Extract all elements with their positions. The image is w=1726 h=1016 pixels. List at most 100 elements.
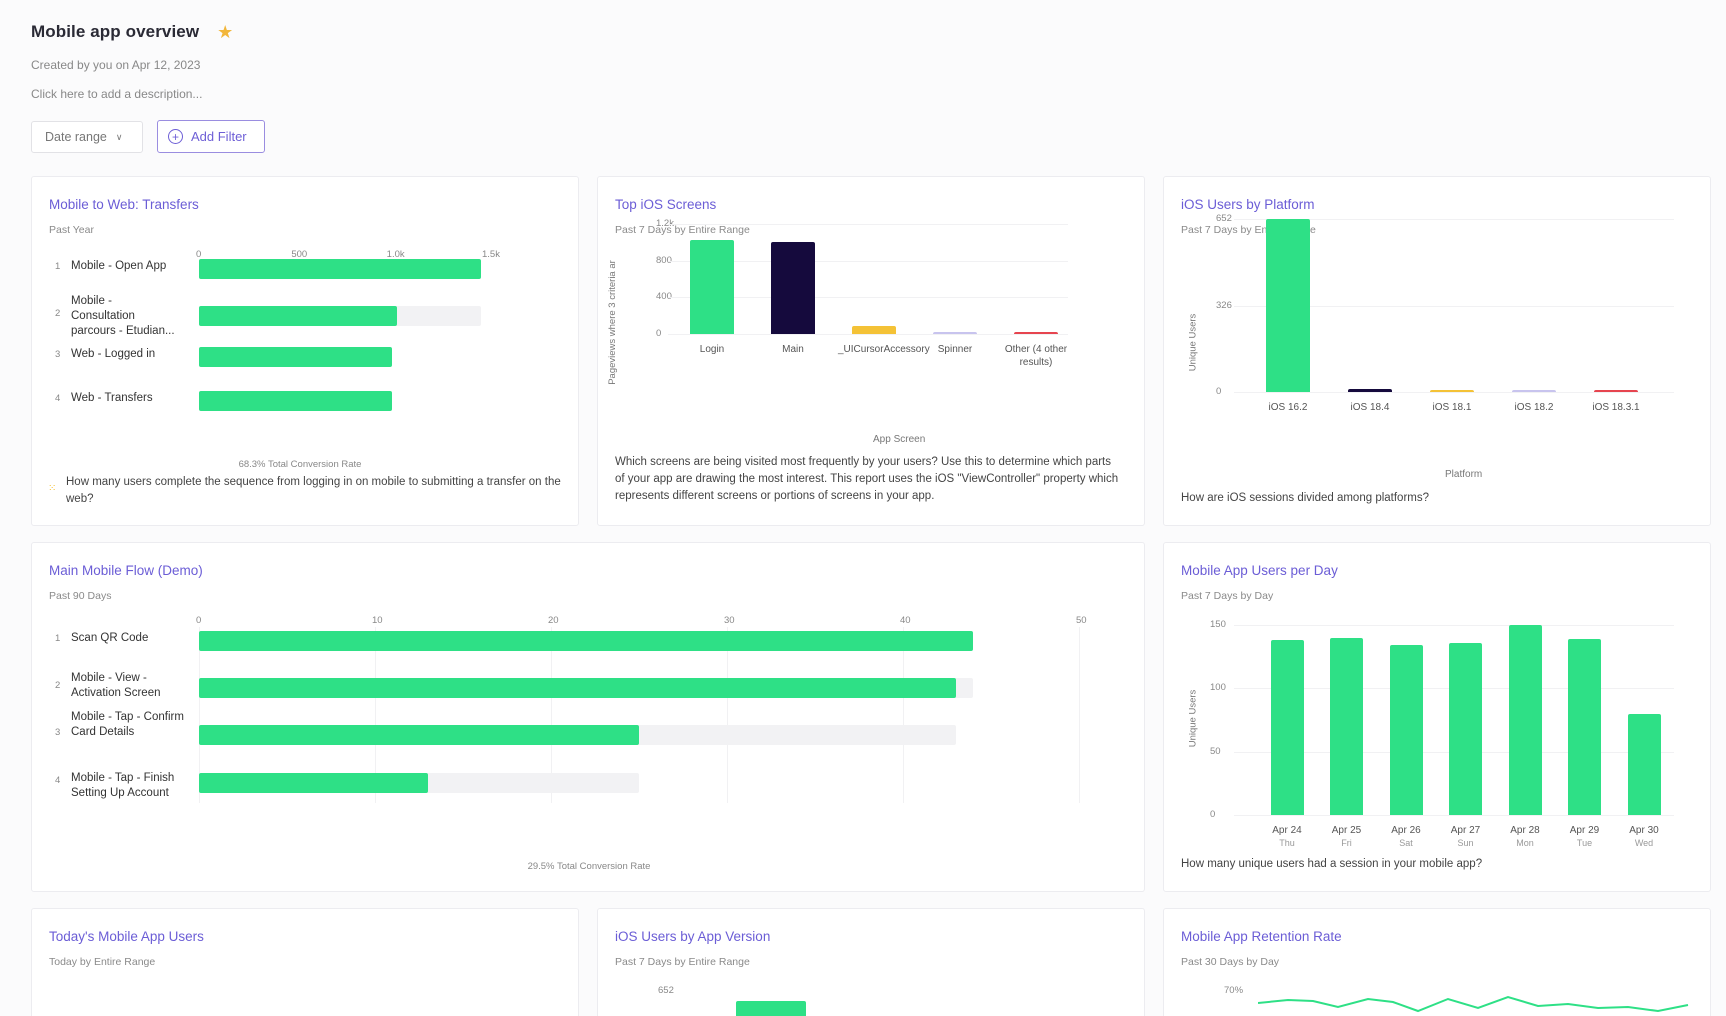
x-tick-sublabel: Thu [1279,838,1295,848]
funnel-bar[interactable] [199,725,639,745]
bar[interactable] [1389,645,1423,815]
card-title[interactable]: iOS Users by Platform [1181,197,1315,212]
bar[interactable] [1430,390,1474,392]
bar[interactable] [1330,637,1363,815]
card-title[interactable]: Top iOS Screens [615,197,717,212]
gridline [1234,305,1674,307]
gridline [1079,627,1080,803]
x-tick-label: 20 [548,615,559,626]
chevron-down-icon: ∨ [115,131,123,142]
x-tick-label: iOS 18.2 [1514,402,1554,413]
bar[interactable] [1014,331,1058,334]
card-title[interactable]: Mobile App Users per Day [1181,563,1338,578]
y-tick-label: 0 [1216,386,1222,397]
funnel-bar[interactable] [199,259,482,279]
page-header: Mobile app overview ★ [31,22,233,42]
add-filter-button[interactable]: + Add Filter [157,120,265,153]
star-icon[interactable]: ★ [217,22,234,42]
bar[interactable] [1348,389,1392,392]
bar[interactable] [1594,390,1638,392]
retention-line [1258,995,1689,1013]
step-number: 1 [55,261,61,272]
gridline [199,627,200,803]
gridline [668,297,1068,299]
card-title[interactable]: Mobile to Web: Transfers [49,197,199,212]
card-title[interactable]: Main Mobile Flow (Demo) [49,563,203,578]
gridline [668,224,1068,225]
y-tick-label: 652 [1216,213,1232,224]
step-number: 2 [55,680,61,691]
bar[interactable] [1449,642,1482,815]
y-tick-label: 0 [656,328,662,339]
step-number: 3 [55,727,61,738]
funnel-bar[interactable] [199,773,428,793]
card-mobile-app-users-per-day: Mobile App Users per Day Past 7 Days by … [1163,542,1711,892]
gridline [727,627,728,803]
card-title[interactable]: Mobile App Retention Rate [1181,929,1342,944]
x-tick-label: Apr 26 [1391,825,1421,836]
x-tick-label: Other (4 other results) [1004,344,1068,368]
card-ios-users-by-platform: iOS Users by Platform Past 7 Days by Ent… [1163,176,1711,526]
card-subtitle: Past 90 Days [49,590,112,602]
funnel-bar[interactable] [199,678,956,698]
y-tick-label: 0 [1210,809,1216,820]
page-title: Mobile app overview [31,22,200,41]
x-tick-sublabel: Tue [1576,838,1593,848]
x-tick-sublabel: Mon [1516,838,1534,848]
x-tick-label: iOS 18.3.1 [1592,402,1640,413]
add-description-link[interactable]: Click here to add a description... [31,87,203,101]
conversion-rate: 68.3% Total Conversion Rate [238,459,362,470]
step-label: Mobile - Tap - Confirm Card Details [71,711,184,738]
card-todays-mobile-app-users: Today's Mobile App Users Today by Entire… [31,908,579,1016]
x-tick-label: 40 [900,615,911,626]
date-range-dropdown[interactable]: Date range ∨ [31,121,143,153]
bar[interactable] [852,325,896,334]
bar[interactable] [1627,713,1661,815]
step-label: Scan QR Code [71,632,149,644]
y-axis-title: Pageviews where 3 criteria ar [606,260,618,385]
funnel-bar[interactable] [199,631,974,651]
conversion-rate: 29.5% Total Conversion Rate [527,861,651,872]
y-tick-label: 326 [1216,299,1232,311]
step-number: 4 [55,775,61,786]
card-description: How many users complete the sequence fro… [66,476,561,505]
card-description: How many unique users had a session in y… [1181,858,1483,870]
bar[interactable] [736,1001,806,1016]
x-tick-label: 500 [291,249,308,260]
x-tick-label: Apr 30 [1629,825,1659,836]
card-ios-users-by-app-version: iOS Users by App Version Past 7 Days by … [597,908,1145,1016]
x-tick-label: Apr 24 [1272,825,1302,836]
x-tick-sublabel: Wed [1634,838,1654,848]
x-tick-label: Apr 27 [1450,825,1481,836]
card-title[interactable]: iOS Users by App Version [615,929,771,944]
card-subtitle: Past 7 Days by Day [1181,590,1274,602]
x-tick-label: iOS 16.2 [1268,402,1308,413]
step-number: 3 [55,349,61,360]
step-number: 2 [55,308,61,319]
bar[interactable] [1568,638,1601,815]
bar[interactable] [690,239,734,334]
bar[interactable] [933,332,977,334]
card-subtitle: Today by Entire Range [49,956,156,968]
funnel-bar[interactable] [199,391,392,411]
card-subtitle: Past 7 Days by Entire Range [615,956,750,968]
x-tick-label: Apr 25 [1331,825,1362,836]
card-mobile-to-web-transfers: Mobile to Web: Transfers Past Year 0 500 1… [31,176,579,526]
x-tick-label: Apr 28 [1510,825,1540,836]
bar[interactable] [1512,390,1556,392]
bar[interactable] [771,242,815,334]
y-tick-label: 100 [1210,682,1226,694]
funnel-bar[interactable] [199,306,398,326]
card-subtitle: Past Year [49,224,94,236]
x-tick-label: 50 [1076,615,1087,626]
bar[interactable] [1270,640,1304,815]
bar[interactable] [1266,219,1310,392]
card-subtitle: Past 30 Days by Day [1181,956,1280,968]
funnel-bar[interactable] [199,347,392,367]
bar[interactable] [1508,625,1542,815]
x-tick-label: 30 [724,615,735,626]
step-label: Web - Logged in [71,348,156,360]
x-tick-label: 1.5k [482,249,500,260]
card-title[interactable]: Today's Mobile App Users [49,929,204,944]
sparkle-icon: ⁙ [48,483,57,494]
